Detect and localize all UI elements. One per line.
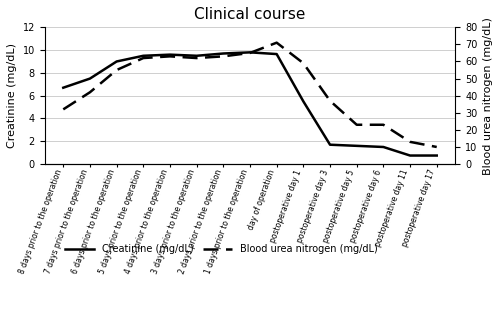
- Blood urea nitrogen (mg/dL): [140, 56, 146, 60]
- Blood urea nitrogen (mg/dL): [194, 56, 200, 60]
- Line: Creatinine (mg/dL): Creatinine (mg/dL): [64, 52, 436, 156]
- Blood urea nitrogen (mg/dL): [300, 61, 306, 65]
- Blood urea nitrogen (mg/dL): [274, 41, 280, 45]
- Creatinine (mg/dL): [140, 54, 146, 58]
- Blood urea nitrogen (mg/dL): [407, 140, 413, 144]
- Blood urea nitrogen (mg/dL): [354, 123, 360, 127]
- Creatinine (mg/dL): [407, 154, 413, 158]
- Blood urea nitrogen (mg/dL): [114, 68, 119, 72]
- Y-axis label: Blood urea nitrogen (mg/dL): Blood urea nitrogen (mg/dL): [483, 17, 493, 175]
- Creatinine (mg/dL): [114, 59, 119, 63]
- Blood urea nitrogen (mg/dL): [327, 99, 333, 103]
- Creatinine (mg/dL): [167, 53, 173, 57]
- Blood urea nitrogen (mg/dL): [380, 123, 386, 127]
- Creatinine (mg/dL): [434, 154, 440, 158]
- Creatinine (mg/dL): [247, 50, 253, 54]
- Line: Blood urea nitrogen (mg/dL): Blood urea nitrogen (mg/dL): [64, 43, 436, 147]
- Legend: Creatinine (mg/dL), Blood urea nitrogen (mg/dL): Creatinine (mg/dL), Blood urea nitrogen …: [61, 240, 382, 258]
- Blood urea nitrogen (mg/dL): [220, 54, 226, 58]
- Blood urea nitrogen (mg/dL): [434, 145, 440, 149]
- Creatinine (mg/dL): [87, 77, 93, 80]
- Creatinine (mg/dL): [220, 52, 226, 56]
- Creatinine (mg/dL): [60, 86, 66, 90]
- Blood urea nitrogen (mg/dL): [167, 54, 173, 58]
- Creatinine (mg/dL): [300, 99, 306, 103]
- Y-axis label: Creatinine (mg/dL): Creatinine (mg/dL): [7, 43, 17, 148]
- Blood urea nitrogen (mg/dL): [247, 51, 253, 55]
- Creatinine (mg/dL): [380, 145, 386, 149]
- Creatinine (mg/dL): [194, 54, 200, 58]
- Creatinine (mg/dL): [327, 143, 333, 147]
- Blood urea nitrogen (mg/dL): [60, 108, 66, 111]
- Creatinine (mg/dL): [274, 52, 280, 56]
- Creatinine (mg/dL): [354, 144, 360, 148]
- Blood urea nitrogen (mg/dL): [87, 90, 93, 94]
- Title: Clinical course: Clinical course: [194, 7, 306, 22]
